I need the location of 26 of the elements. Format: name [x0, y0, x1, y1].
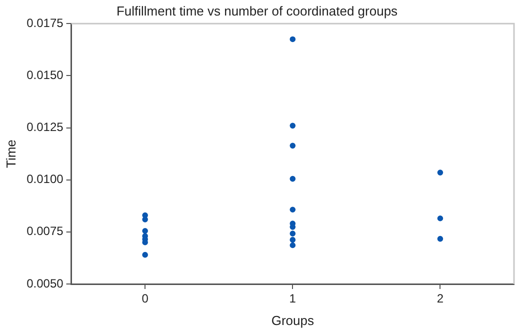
point: [437, 236, 444, 242]
point: [290, 242, 296, 248]
y-tick-label: 0.0150: [26, 68, 64, 82]
point: [290, 142, 296, 149]
point: [290, 36, 296, 42]
point: [290, 176, 296, 182]
point: [437, 215, 444, 222]
chart-title: Fulfillment time vs number of coordinated groups: [116, 3, 398, 18]
x-tick-label: 0: [142, 292, 149, 306]
point: [290, 206, 296, 213]
y-tick-label: 0.0125: [26, 120, 64, 134]
point: [142, 216, 148, 222]
y-tick-label: 0.0050: [26, 276, 64, 290]
x-axis-title: Groups: [271, 312, 314, 328]
y-tick-label: 0.0075: [26, 224, 64, 238]
y-tick-label: 0.0100: [26, 172, 64, 186]
x-tick-label: 2: [436, 292, 444, 306]
point: [290, 122, 296, 129]
point: [437, 170, 444, 176]
x-tick-label: 1: [289, 292, 296, 306]
y-tick-label: 0.0175: [26, 16, 64, 30]
point: [142, 228, 148, 234]
point: [142, 252, 148, 258]
point: [290, 230, 296, 236]
point: [290, 236, 296, 243]
y-axis-title: Time: [3, 140, 18, 168]
